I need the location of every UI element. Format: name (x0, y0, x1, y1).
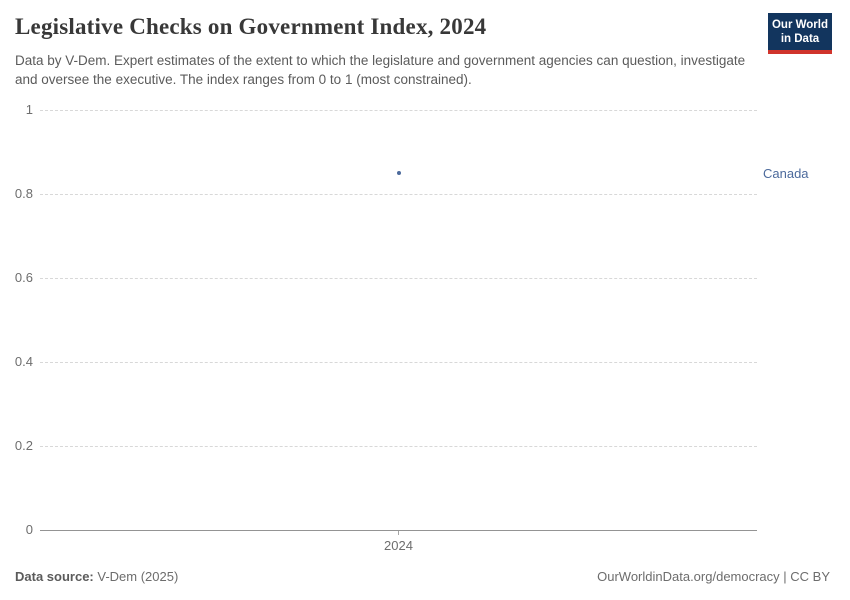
y-tick-label: 0.2 (14, 438, 33, 453)
data-source-note: Data source: V-Dem (2025) (15, 569, 178, 584)
y-tick-label: 1 (25, 102, 33, 117)
chart-title: Legislative Checks on Government Index, … (15, 14, 487, 39)
x-axis-line (40, 529, 757, 531)
y-tick-label: 0.8 (14, 186, 33, 201)
chart-subtitle: Data by V-Dem. Expert estimates of the e… (15, 53, 746, 87)
x-tick-label: 2024 (384, 538, 413, 553)
gridline (40, 109, 757, 111)
gridline (40, 277, 757, 279)
owid-logo-text-line1: Our World (771, 19, 828, 31)
data-source-label: Data source: (15, 569, 94, 584)
attribution-link[interactable]: OurWorldinData.org/democracy | CC BY (597, 569, 830, 584)
gridline (40, 193, 757, 195)
y-tick-label: 0.4 (14, 354, 33, 369)
entity-label-canada[interactable]: Canada (763, 166, 809, 181)
owid-logo[interactable]: Our World in Data (768, 13, 832, 54)
y-tick-label: 0.6 (14, 270, 33, 285)
x-tick-mark (398, 531, 399, 535)
owid-logo-text-line2: in Data (780, 33, 820, 45)
gridline (40, 445, 757, 447)
data-point-canada[interactable] (396, 171, 401, 175)
gridline (40, 361, 757, 363)
data-source-value: V-Dem (2025) (97, 569, 179, 584)
y-tick-label: 0 (25, 522, 33, 537)
